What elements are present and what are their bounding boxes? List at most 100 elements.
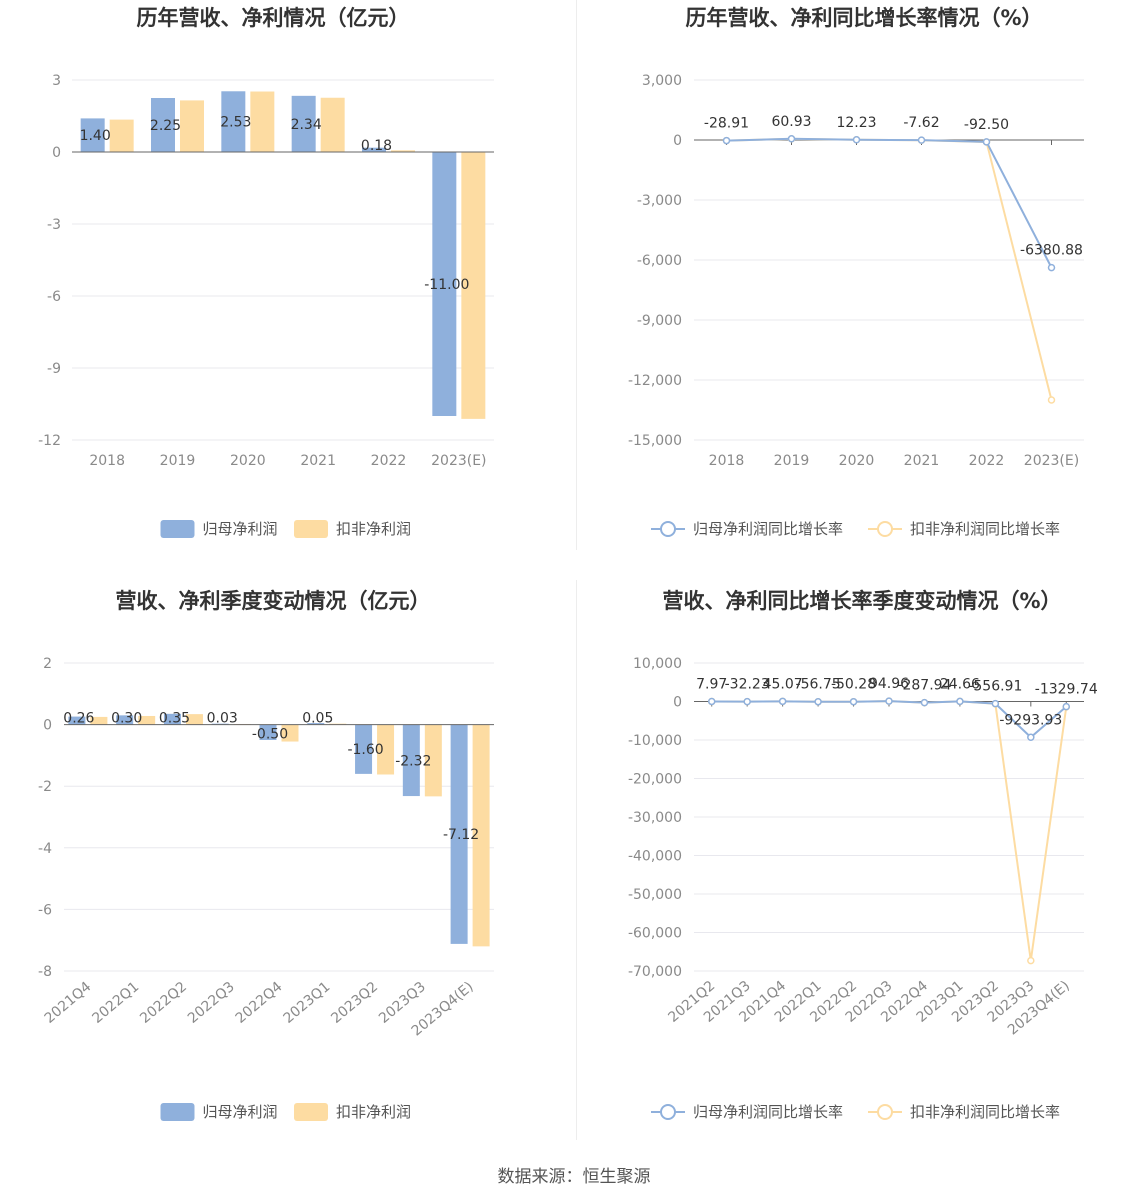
net-profit-bar: [450, 724, 468, 944]
data-label: 24.66: [940, 676, 980, 692]
x-tick-label: 2023Q1: [281, 979, 334, 1027]
y-tick-label: -3,000: [637, 193, 682, 209]
data-label: -7.62: [903, 115, 939, 131]
deducted-profit-bar: [138, 715, 156, 725]
x-tick-label: 2022Q2: [137, 979, 190, 1027]
net-growth-line: [726, 137, 1053, 269]
data-label: -0.50: [252, 727, 288, 743]
chart-title: 营收、净利季度变动情况（亿元）: [116, 589, 431, 613]
net-growth-point: [1062, 702, 1071, 711]
net-growth-point: [917, 136, 926, 144]
y-tick-label: 10,000: [633, 656, 682, 672]
x-tick-label: 2023(E): [431, 453, 486, 469]
data-label: -92.50: [964, 117, 1009, 133]
y-tick-label: -40,000: [628, 849, 682, 865]
legend-marker-swatch: [660, 521, 676, 537]
data-label: 45.07: [763, 676, 803, 692]
x-tick-label: 2022Q3: [185, 979, 238, 1027]
data-label: -287.94: [897, 678, 951, 694]
data-label: -6380.88: [1020, 243, 1083, 259]
deducted-profit-bar: [424, 724, 442, 797]
annual-growth-chart-svg: 历年营收、净利同比增长率情况（%） 3,000 0 -3,000 -6,000 -9,00…: [628, 6, 1084, 538]
data-label: 60.93: [771, 114, 811, 130]
net-profit-bar: [362, 147, 386, 152]
y-tick-label: 0: [673, 133, 682, 149]
y-tick-label: -10,000: [628, 733, 682, 749]
y-tick-label: -12: [38, 433, 61, 449]
data-label: 2.53: [220, 115, 251, 131]
legend-label: 归母净利润同比增长率: [693, 1103, 843, 1121]
net-profit-bar: [221, 91, 246, 152]
net-growth-point: [1027, 733, 1035, 742]
legend-marker-swatch: [877, 1104, 893, 1120]
x-tick-label: 2023(E): [1024, 453, 1079, 469]
net-profit-bar: [163, 713, 181, 725]
y-tick-label: -3: [47, 217, 61, 233]
deducted-profit-bar: [109, 119, 134, 152]
x-tick-label: 2023Q2: [328, 979, 381, 1027]
legend-label: 扣非净利润同比增长率: [910, 520, 1060, 538]
y-tick-label: -20,000: [628, 772, 682, 788]
annual-growth-chart: 历年营收、净利同比增长率情况（%） 3,000 0 -3,000 -6,000 -9,00…: [574, 0, 1148, 582]
net-profit-bar: [151, 98, 175, 152]
data-label: 0.30: [111, 711, 142, 727]
legend-label: 扣非净利润: [336, 1103, 411, 1121]
data-label: 2.25: [150, 118, 181, 134]
x-tick-label: 2019: [774, 453, 810, 469]
data-label: -56.75: [796, 677, 841, 693]
y-tick-label: -2: [38, 779, 52, 795]
data-label: -2.32: [395, 753, 431, 769]
panel-divider-bottom: [576, 580, 577, 1140]
net-growth-point: [722, 136, 731, 145]
y-tick-label: 3,000: [642, 73, 682, 89]
x-tick-label: 2022: [969, 453, 1005, 469]
data-label: -1.60: [347, 742, 383, 758]
legend-marker-swatch: [660, 1104, 676, 1120]
y-tick-label: -12,000: [628, 373, 682, 389]
legend-label: 归母净利润: [203, 520, 278, 538]
net-growth-point: [778, 697, 787, 706]
net-growth-point: [991, 699, 1000, 708]
legend-label: 归母净利润同比增长率: [693, 520, 843, 538]
y-tick-label: -50,000: [628, 887, 682, 903]
deducted-profit-bar: [90, 716, 108, 725]
deducted-profit-bar: [180, 100, 204, 152]
legend-swatch: [160, 1103, 195, 1121]
y-tick-label: -6: [47, 289, 61, 305]
y-tick-label: -6: [38, 902, 52, 918]
x-tick-label: 2018: [709, 453, 745, 469]
net-growth-point: [814, 697, 822, 706]
quarterly-growth-chart: 营收、净利同比增长率季度变动情况（%） 10,000 0 -10,000 -20,000…: [574, 582, 1148, 1164]
data-label: -11.00: [424, 277, 469, 293]
x-tick-label: 2020: [230, 453, 266, 469]
net-profit-bar: [432, 152, 457, 416]
data-label: 2.34: [291, 117, 322, 133]
x-tick-label: 2018: [89, 453, 125, 469]
chart-title: 历年营收、净利情况（亿元）: [137, 6, 410, 30]
net-growth-point: [707, 697, 716, 706]
y-tick-label: -30,000: [628, 810, 682, 826]
net-growth-point: [956, 697, 964, 706]
legend-label: 归母净利润: [203, 1103, 278, 1121]
data-label: 12.23: [836, 115, 876, 131]
deducted-growth-line: [726, 137, 1053, 401]
data-label: 0.03: [207, 711, 238, 727]
annual-profit-chart: 历年营收、净利情况（亿元） 3 0 -3 -6 -9 -12 2018 2019 2020 2021…: [0, 0, 574, 582]
net-growth-point: [852, 136, 861, 144]
data-label: -50.28: [831, 677, 876, 693]
data-label: -32.23: [725, 677, 770, 693]
net-growth-point: [743, 697, 751, 706]
y-tick-label: 0: [52, 145, 61, 161]
legend-label: 扣非净利润同比增长率: [910, 1103, 1060, 1121]
y-tick-label: 2: [43, 656, 52, 672]
legend-swatch: [294, 520, 328, 538]
deducted-profit-bar: [281, 724, 299, 742]
x-tick-label: 2021: [904, 453, 940, 469]
legend-label: 扣非净利润: [336, 520, 411, 538]
y-tick-label: -8: [38, 964, 52, 980]
quarterly-profit-chart-svg: 营收、净利季度变动情况（亿元）20-2-4-6-82021Q42022Q1202…: [38, 589, 494, 1121]
data-label: -1329.74: [1035, 682, 1098, 698]
y-tick-label: -70,000: [628, 964, 682, 980]
deducted-growth-point: [1027, 956, 1035, 965]
data-label: 0.18: [361, 138, 392, 154]
